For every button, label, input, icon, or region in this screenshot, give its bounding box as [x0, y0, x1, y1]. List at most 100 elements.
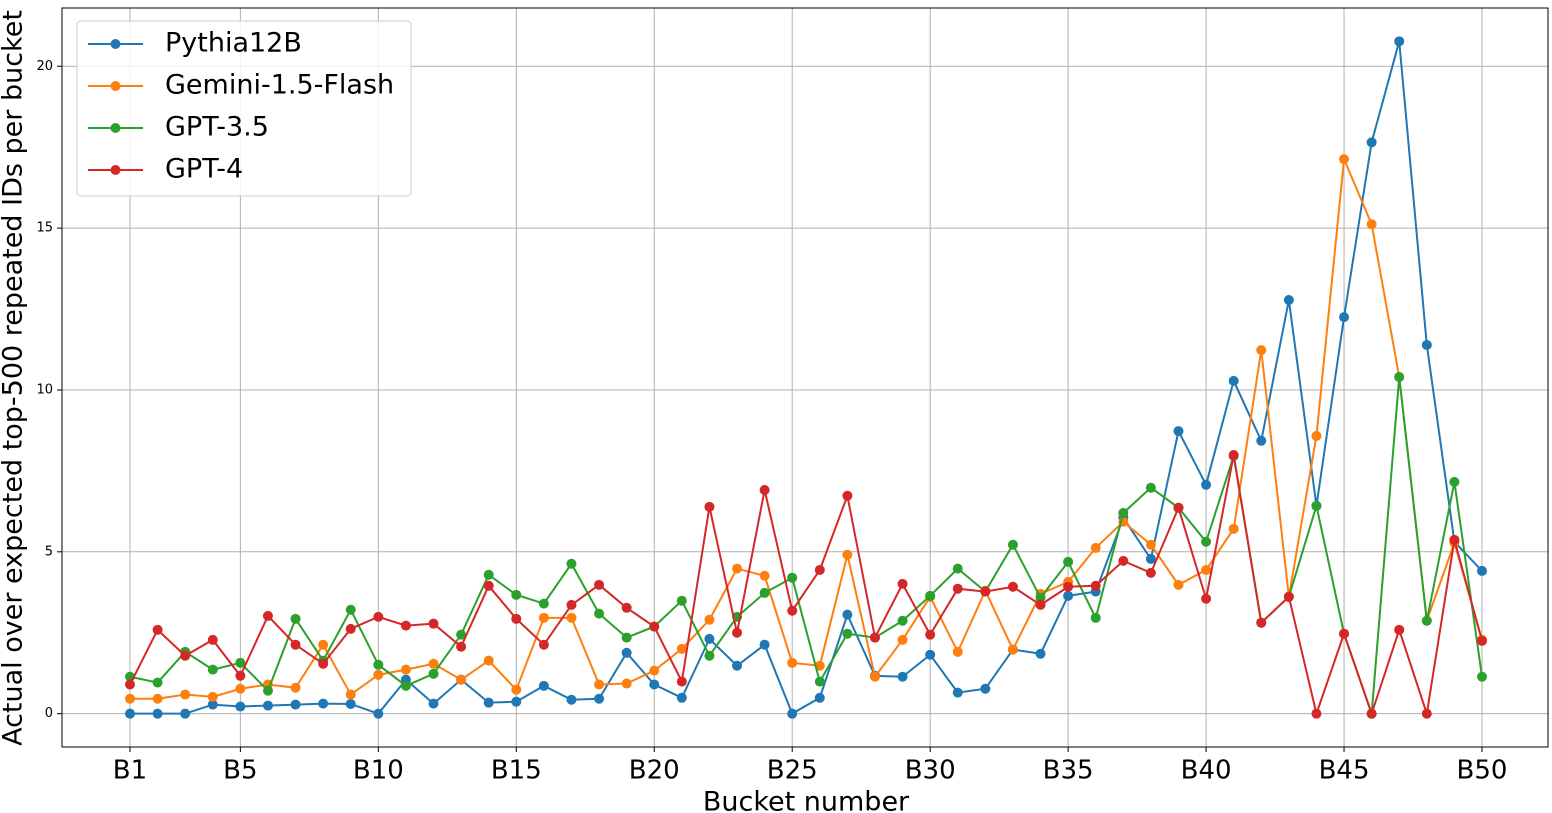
x-tick-label: B35 — [1043, 756, 1094, 786]
point — [428, 668, 439, 679]
point — [456, 629, 467, 640]
point — [594, 579, 605, 590]
x-tick-label: B40 — [1181, 756, 1232, 786]
point — [373, 659, 384, 670]
point — [925, 649, 936, 660]
point — [373, 611, 384, 622]
x-tick-label: B5 — [223, 756, 257, 786]
point — [1228, 450, 1239, 461]
legend-label: GPT-3.5 — [165, 112, 269, 143]
point — [235, 657, 246, 668]
y-tick-label: 0 — [45, 706, 53, 721]
point — [1201, 479, 1212, 490]
point — [1311, 430, 1322, 441]
legend-box — [76, 20, 412, 197]
point — [594, 608, 605, 619]
point — [621, 632, 632, 643]
legend-marker — [110, 123, 121, 133]
point — [318, 658, 329, 669]
legend: Pythia12B Gemini-1.5-Flash GPT-3.5 GPT-4 — [76, 20, 412, 197]
point — [180, 708, 191, 719]
point — [345, 604, 356, 615]
point — [538, 612, 549, 623]
point — [1118, 507, 1129, 518]
point — [621, 602, 632, 613]
point — [897, 615, 908, 626]
point — [1421, 708, 1432, 719]
point — [1173, 426, 1184, 437]
point — [1118, 555, 1129, 566]
point — [400, 664, 411, 675]
point — [125, 679, 135, 690]
point — [1256, 345, 1267, 356]
point — [897, 671, 908, 682]
point — [373, 669, 384, 680]
point — [980, 586, 991, 597]
point — [235, 683, 246, 694]
point — [621, 647, 632, 658]
point — [235, 701, 246, 712]
x-tick-label: B45 — [1319, 756, 1370, 786]
point — [732, 627, 743, 638]
legend-marker — [110, 81, 121, 91]
point — [842, 609, 853, 620]
point — [759, 587, 770, 598]
point — [1366, 219, 1377, 230]
point — [1449, 534, 1460, 545]
point — [566, 558, 577, 569]
point — [235, 670, 246, 681]
point — [1339, 628, 1350, 639]
y-axis-label: Actual over expected top-500 repeated ID… — [0, 10, 29, 746]
point — [290, 613, 301, 624]
point — [152, 708, 163, 719]
point — [1394, 36, 1405, 47]
x-tick-label: B30 — [905, 756, 956, 786]
point — [594, 679, 605, 690]
point — [566, 612, 577, 623]
point — [1090, 580, 1101, 591]
y-tick-label: 5 — [45, 544, 53, 559]
point — [1394, 372, 1405, 383]
point — [649, 679, 660, 690]
point — [538, 639, 549, 650]
point — [1339, 154, 1350, 165]
point — [1201, 564, 1212, 575]
point — [483, 655, 494, 666]
point — [345, 698, 356, 709]
point — [538, 598, 549, 609]
point — [1035, 599, 1046, 610]
point — [1007, 644, 1018, 655]
point — [1228, 375, 1239, 386]
point — [1477, 671, 1487, 682]
point — [345, 689, 356, 700]
legend-marker — [110, 165, 121, 175]
point — [1145, 482, 1156, 493]
point — [125, 693, 135, 704]
point — [759, 639, 770, 650]
point — [704, 501, 715, 512]
point — [511, 696, 522, 707]
point — [676, 692, 687, 703]
point — [262, 700, 273, 711]
point — [483, 569, 494, 580]
y-tick-label: 20 — [36, 59, 53, 74]
point — [428, 658, 439, 669]
point — [428, 698, 439, 709]
point — [1007, 539, 1018, 550]
point — [400, 620, 411, 631]
point — [1201, 536, 1212, 547]
point — [814, 660, 825, 671]
legend-label: Gemini-1.5-Flash — [165, 70, 394, 101]
point — [897, 578, 908, 589]
series-line — [130, 158, 1483, 700]
point — [649, 665, 660, 676]
point — [842, 628, 853, 639]
point — [1145, 567, 1156, 578]
point — [207, 634, 218, 645]
legend-label: GPT-4 — [165, 154, 243, 185]
point — [400, 680, 411, 691]
point — [842, 490, 853, 501]
point — [290, 699, 301, 710]
point — [1063, 590, 1074, 601]
point — [787, 657, 798, 668]
